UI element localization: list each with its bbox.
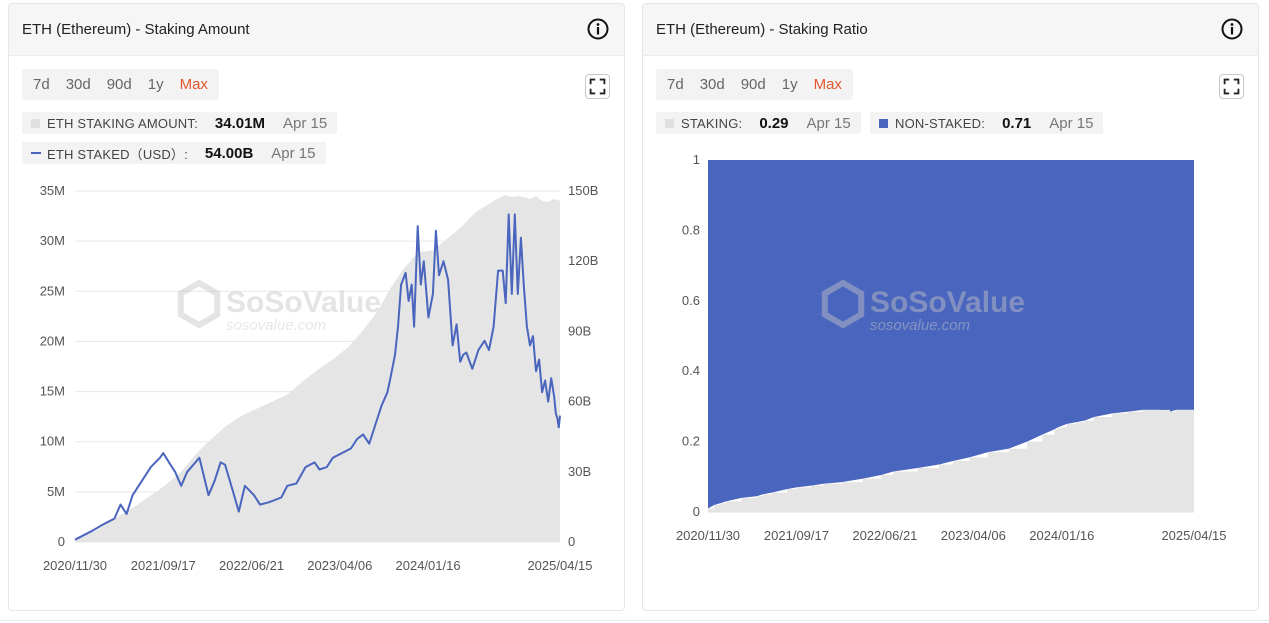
watermark-brand: SoSoValue bbox=[226, 286, 381, 319]
y-right-tick-label: 0 bbox=[568, 534, 575, 549]
info-icon[interactable] bbox=[587, 18, 609, 40]
blue-swatch bbox=[879, 118, 888, 128]
legend-label: STAKING: bbox=[681, 115, 743, 131]
range-7d-button[interactable]: 7d bbox=[667, 76, 684, 93]
legend-non-staked[interactable]: NON-STAKED: 0.71 Apr 15 bbox=[870, 112, 1104, 134]
range-max-button[interactable]: Max bbox=[813, 76, 842, 93]
fullscreen-icon[interactable] bbox=[585, 74, 610, 99]
x-tick-label: 2020/11/30 bbox=[43, 558, 107, 573]
x-tick-label: 2024/01/16 bbox=[396, 558, 461, 573]
fullscreen-icon[interactable] bbox=[1219, 74, 1244, 99]
y-right-tick-label: 90B bbox=[568, 323, 591, 338]
y-left-tick-label: 35M bbox=[40, 183, 65, 198]
y-right-tick-label: 120B bbox=[568, 253, 598, 268]
x-tick-label: 2021/09/17 bbox=[764, 528, 829, 543]
y-left-tick-label: 30M bbox=[40, 233, 65, 248]
range-30d-button[interactable]: 30d bbox=[699, 76, 725, 93]
legend-label: ETH STAKED（USD）: bbox=[47, 146, 188, 162]
card-title: ETH (Ethereum) - Staking Ratio bbox=[656, 21, 868, 38]
staking-amount-area bbox=[75, 195, 560, 542]
watermark-logo-icon bbox=[177, 279, 221, 329]
non-staked-area bbox=[708, 160, 1194, 509]
gray-swatch bbox=[665, 118, 674, 128]
card-title: ETH (Ethereum) - Staking Amount bbox=[22, 21, 250, 38]
legend-staking[interactable]: STAKING: 0.29 Apr 15 bbox=[656, 112, 861, 134]
y-left-tick-label: 5M bbox=[47, 484, 65, 499]
range-30d-button[interactable]: 30d bbox=[65, 76, 91, 93]
range-90d-button[interactable]: 90d bbox=[106, 76, 132, 93]
legend-staking-amount[interactable]: ETH STAKING AMOUNT: 34.01M Apr 15 bbox=[22, 112, 338, 134]
card-header: ETH (Ethereum) - Staking Amount bbox=[9, 4, 624, 56]
range-7d-button[interactable]: 7d bbox=[33, 76, 50, 93]
legend-date: Apr 15 bbox=[1049, 114, 1094, 132]
x-tick-label: 2025/04/15 bbox=[1161, 528, 1226, 543]
x-tick-label: 2023/04/06 bbox=[307, 558, 372, 573]
y-right-tick-label: 150B bbox=[568, 183, 598, 198]
watermark-site: sosovalue.com bbox=[226, 317, 326, 334]
time-range-selector: 7d 30d 90d 1y Max bbox=[656, 69, 853, 100]
legend-value: 0.71 bbox=[1002, 114, 1032, 132]
x-tick-label: 2022/06/21 bbox=[852, 528, 917, 543]
y-tick-label: 1 bbox=[693, 152, 700, 167]
page-divider bbox=[0, 620, 1269, 621]
y-right-tick-label: 30B bbox=[568, 464, 591, 479]
y-left-tick-label: 10M bbox=[40, 434, 65, 449]
card-header: ETH (Ethereum) - Staking Ratio bbox=[643, 4, 1258, 56]
range-1y-button[interactable]: 1y bbox=[781, 76, 798, 93]
staked-usd-line bbox=[74, 213, 561, 541]
y-tick-label: 0.4 bbox=[682, 363, 700, 378]
watermark-logo-icon bbox=[821, 279, 865, 329]
y-left-tick-label: 0 bbox=[58, 534, 65, 549]
y-left-tick-label: 20M bbox=[40, 333, 65, 348]
x-tick-label: 2023/04/06 bbox=[941, 528, 1006, 543]
staking-ratio-card: ETH (Ethereum) - Staking Ratio 7d 30d 90… bbox=[642, 3, 1259, 611]
legend-staked-usd[interactable]: ETH STAKED（USD）: 54.00B Apr 15 bbox=[22, 142, 326, 164]
y-tick-label: 0 bbox=[693, 504, 700, 519]
x-tick-label: 2021/09/17 bbox=[131, 558, 196, 573]
staking-area bbox=[708, 409, 1194, 512]
x-tick-label: 2025/04/15 bbox=[527, 558, 592, 573]
legend-value: 34.01M bbox=[214, 114, 265, 132]
y-left-tick-label: 25M bbox=[40, 283, 65, 298]
range-max-button[interactable]: Max bbox=[179, 76, 208, 93]
x-tick-label: 2024/01/16 bbox=[1029, 528, 1094, 543]
range-90d-button[interactable]: 90d bbox=[740, 76, 766, 93]
time-range-selector: 7d 30d 90d 1y Max bbox=[22, 69, 219, 100]
legend-date: Apr 15 bbox=[282, 114, 328, 132]
info-icon[interactable] bbox=[1221, 18, 1243, 40]
y-left-tick-label: 15M bbox=[40, 384, 65, 399]
gray-swatch bbox=[31, 118, 40, 128]
legend-value: 54.00B bbox=[204, 144, 254, 162]
x-tick-label: 2022/06/21 bbox=[219, 558, 284, 573]
y-tick-label: 0.8 bbox=[682, 222, 700, 237]
legend-label: NON-STAKED: bbox=[895, 115, 986, 131]
range-1y-button[interactable]: 1y bbox=[147, 76, 164, 93]
legend-date: Apr 15 bbox=[271, 144, 316, 162]
x-tick-label: 2020/11/30 bbox=[676, 528, 740, 543]
staking-amount-card: ETH (Ethereum) - Staking Amount 7d 30d 9… bbox=[8, 3, 625, 611]
legend-label: ETH STAKING AMOUNT: bbox=[47, 115, 198, 131]
y-tick-label: 0.6 bbox=[682, 293, 700, 308]
legend-value: 0.29 bbox=[759, 114, 789, 132]
y-tick-label: 0.2 bbox=[682, 434, 700, 449]
blue-line-swatch bbox=[31, 152, 41, 154]
staking-amount-chart[interactable]: 0 5M 10M 15M 20M 25M 30M 35M 0 30B 60B 90B 120B 150B S… bbox=[9, 4, 625, 611]
watermark-brand: SoSoValue bbox=[870, 286, 1025, 319]
watermark-site: sosovalue.com bbox=[870, 317, 970, 334]
legend-date: Apr 15 bbox=[806, 114, 851, 132]
y-right-tick-label: 60B bbox=[568, 394, 591, 409]
